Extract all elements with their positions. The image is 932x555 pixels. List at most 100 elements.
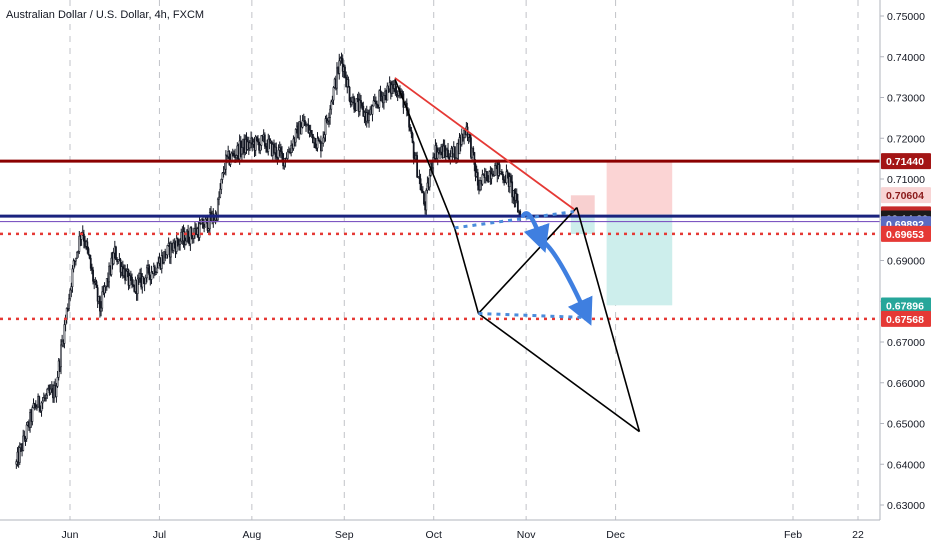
candle-body <box>383 95 385 104</box>
pattern-line[interactable] <box>394 78 456 229</box>
candle-body <box>325 118 328 122</box>
x-tick-label: Nov <box>517 529 536 541</box>
y-tick-label: 0.67000 <box>887 337 925 349</box>
dotted-projection-line[interactable] <box>454 210 575 230</box>
candle-body <box>321 142 323 152</box>
candle-body <box>72 260 75 270</box>
candle-body <box>95 281 98 288</box>
y-tick-label: 0.74000 <box>887 52 925 64</box>
candle-body <box>447 149 449 158</box>
forecast-arrow[interactable] <box>538 237 593 326</box>
candle-body <box>57 360 60 378</box>
pattern-line[interactable] <box>576 207 641 432</box>
candle-body <box>157 262 160 269</box>
price-tag[interactable] <box>881 153 931 170</box>
position-box-target[interactable] <box>570 214 595 235</box>
candle-body <box>386 85 389 101</box>
candle-body <box>202 218 204 229</box>
candle-body <box>468 134 471 138</box>
pattern-line[interactable] <box>453 227 480 314</box>
candle-body <box>374 100 377 105</box>
price-tag[interactable] <box>881 297 931 314</box>
candle-body <box>137 277 140 280</box>
candle-body <box>419 178 422 191</box>
candle-body <box>44 397 46 400</box>
candle-body <box>119 259 122 273</box>
candle-body <box>87 248 90 255</box>
candle-body <box>391 84 393 94</box>
candle-body <box>409 126 412 131</box>
candle-body <box>155 272 157 275</box>
candle-body <box>344 66 346 78</box>
candle-body <box>470 137 472 158</box>
price-tag[interactable] <box>881 310 931 327</box>
price-tag[interactable] <box>881 225 931 242</box>
candle-body <box>490 173 493 180</box>
candle-body <box>423 192 425 205</box>
candle-body <box>183 231 186 245</box>
forecast-arrow[interactable] <box>520 211 550 253</box>
candle-body <box>25 424 28 440</box>
candle-body <box>330 101 333 110</box>
candle-body <box>474 164 477 177</box>
candle-body <box>82 233 85 242</box>
candle-body <box>361 102 364 107</box>
candle-body <box>394 84 397 94</box>
price-tag[interactable] <box>881 187 931 204</box>
candle-body <box>249 142 251 149</box>
candle-body <box>91 267 93 271</box>
candle-body <box>326 120 329 123</box>
pattern-line[interactable] <box>477 206 578 315</box>
candle-body <box>148 265 151 276</box>
candle-body <box>56 377 59 387</box>
candle-body <box>88 254 91 259</box>
candle-body <box>46 388 49 396</box>
candle-body <box>221 172 224 180</box>
candle-body <box>420 189 423 192</box>
candle-body <box>228 151 231 165</box>
candle-body <box>432 157 435 169</box>
candle-body <box>175 238 178 252</box>
candle-body <box>425 190 428 211</box>
candle-body <box>428 175 431 188</box>
dotted-projection-line[interactable] <box>478 311 586 320</box>
position-box-target[interactable] <box>606 214 673 306</box>
candle-body <box>472 147 475 153</box>
candle-body <box>505 171 508 184</box>
y-tick-label: 0.64000 <box>887 459 925 471</box>
candle-body <box>378 90 381 108</box>
x-tick-label: Sep <box>335 529 354 541</box>
position-box-stop[interactable] <box>606 161 673 215</box>
candle-body <box>267 138 270 152</box>
price-axis-bg <box>880 0 932 550</box>
candle-body <box>233 153 235 156</box>
candle-body <box>436 151 439 159</box>
candle-body <box>368 114 370 121</box>
candle-body <box>401 91 404 95</box>
candle-body <box>294 129 297 143</box>
candle-body <box>481 174 484 185</box>
candle-body <box>338 60 341 74</box>
candle-body <box>355 98 358 111</box>
y-tick-label: 0.69000 <box>887 256 925 268</box>
candle-body <box>251 137 254 145</box>
candle-body <box>418 176 421 180</box>
candle-body <box>78 235 81 252</box>
trendline-red[interactable] <box>394 77 575 210</box>
candle-body <box>379 90 382 98</box>
position-box-stop[interactable] <box>570 195 595 215</box>
x-tick-label: Jun <box>62 529 79 541</box>
candle-body <box>63 324 66 344</box>
candle-body <box>220 179 223 190</box>
candle-body <box>348 86 351 102</box>
candle-body <box>31 407 34 422</box>
price-tag-label: 0.71440 <box>886 156 924 168</box>
pattern-line[interactable] <box>477 312 640 433</box>
candle-body <box>70 286 73 291</box>
candle-body <box>204 218 207 228</box>
candle-body <box>40 402 43 412</box>
candle-body <box>411 133 414 143</box>
candle-body <box>219 188 222 198</box>
